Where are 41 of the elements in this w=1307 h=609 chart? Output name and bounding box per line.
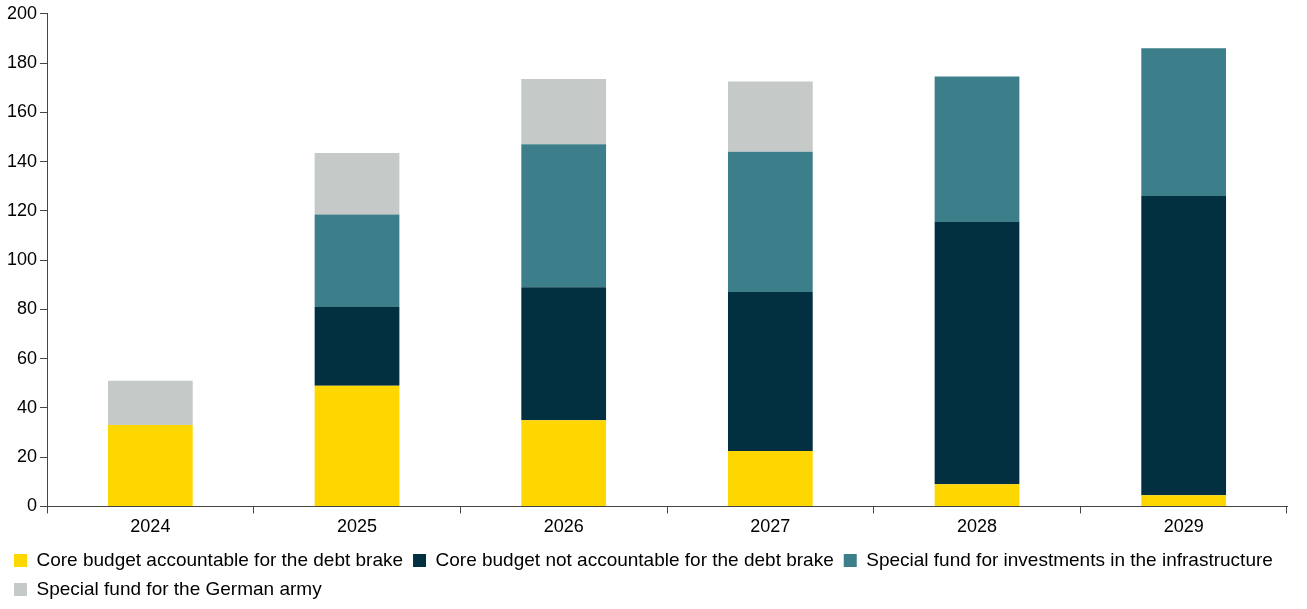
y-tick-label: 140 (6, 150, 38, 171)
bar (727, 450, 813, 506)
x-tick-label: 2028 (956, 516, 998, 537)
x-tick-label: 2029 (1163, 516, 1204, 537)
x-tick-label: 2025 (337, 516, 378, 537)
bar (521, 79, 607, 145)
y-tick-label: 120 (6, 199, 38, 220)
bar (1141, 495, 1227, 506)
y-tick-label: 180 (6, 52, 38, 73)
bar (108, 380, 193, 426)
y-tick-label: 40 (17, 396, 38, 417)
bar (727, 151, 813, 293)
bar (314, 214, 400, 307)
bar (1141, 196, 1227, 496)
bar (314, 385, 400, 506)
legend-label: Core budget not accountable for the debt brake (435, 548, 834, 570)
bar (521, 420, 607, 506)
bar (934, 484, 1020, 506)
bar (934, 76, 1020, 222)
bar (521, 287, 607, 421)
bar (314, 306, 400, 386)
bar (521, 144, 607, 288)
y-tick-label: 0 (27, 495, 38, 516)
bar (108, 425, 193, 506)
y-tick-label: 160 (6, 101, 38, 122)
legend-label: Special fund for the German army (36, 577, 323, 599)
bar (1141, 48, 1227, 197)
y-tick-label: 80 (17, 298, 38, 319)
y-tick-label: 100 (6, 249, 38, 270)
x-tick-label: 2027 (750, 516, 791, 537)
bar (934, 221, 1020, 485)
bar (727, 292, 813, 451)
legend-label: Special fund for investments in the infrastructure (866, 548, 1273, 570)
y-tick-label: 60 (17, 347, 38, 368)
x-tick-label: 2024 (130, 516, 171, 537)
y-tick-label: 200 (6, 2, 38, 23)
x-tick-label: 2026 (543, 516, 584, 537)
legend-label: Core budget accountable for the debt brake (36, 548, 404, 570)
bar (727, 81, 813, 152)
y-tick-label: 20 (17, 446, 38, 467)
bar (314, 152, 400, 215)
